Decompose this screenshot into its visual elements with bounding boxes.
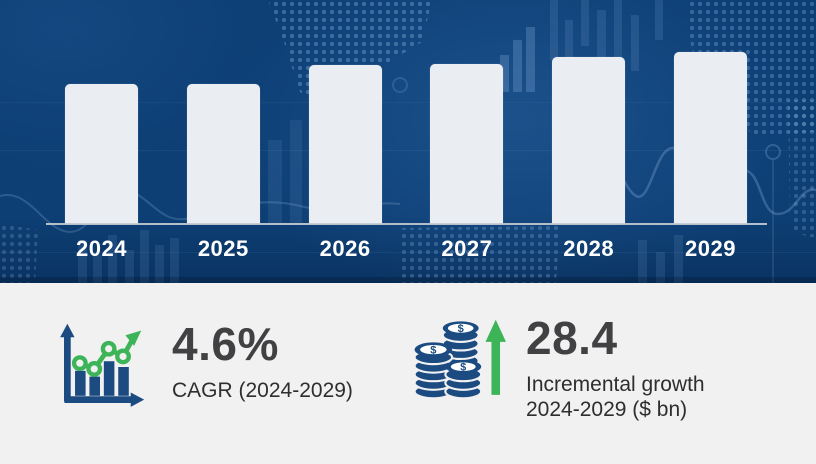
ring-decor (392, 77, 408, 93)
year-label-2024: 2024 (76, 236, 127, 261)
section-divider-shade (0, 277, 816, 283)
chart-bar-2026 (308, 65, 382, 224)
svg-text:$: $ (430, 344, 437, 356)
blurry-bars-decor (268, 120, 302, 224)
svg-text:$: $ (458, 323, 465, 335)
x-axis-line (46, 223, 767, 225)
year-label-2028: 2028 (563, 236, 615, 261)
chart-bar-2029 (674, 52, 747, 224)
key-stats-panel: 4.6% CAGR (2024-2029) $ (0, 283, 816, 464)
ring-decor (765, 144, 781, 160)
chart-bar-2027 (430, 64, 504, 224)
incremental-label-line1: Incremental growth (526, 373, 705, 396)
cagr-label: CAGR (2024-2029) (172, 379, 353, 402)
incremental-growth-stat: $ $ (412, 313, 705, 422)
up-arrow-icon (485, 319, 506, 395)
coin-stack-back: $ (441, 321, 480, 378)
growth-chart-icon (60, 323, 145, 407)
map-dots-bottom-left (0, 224, 38, 283)
chart-bar-2028 (552, 57, 626, 224)
map-dots-right-edge (788, 100, 816, 238)
market-bar-chart: 2024 2025 2026 2027 2028 2029 (0, 0, 816, 283)
chart-bar-2025 (186, 84, 260, 224)
coin-stack-left: $ (413, 342, 454, 400)
svg-text:$: $ (460, 362, 466, 374)
coins-up-icon: $ $ (413, 319, 506, 400)
incremental-value: 28.4 (526, 312, 618, 364)
cagr-value: 4.6% (172, 318, 279, 370)
year-label-2029: 2029 (685, 236, 736, 261)
year-label-2025: 2025 (197, 236, 249, 261)
cagr-stat: 4.6% CAGR (2024-2029) (52, 319, 353, 415)
year-label-2027: 2027 (441, 236, 493, 261)
coin-stack-front: $ (444, 359, 483, 400)
chart-bar-2024 (65, 84, 138, 224)
year-label-2026: 2026 (319, 236, 371, 261)
incremental-label-line2: 2024-2029 ($ bn) (526, 398, 688, 421)
